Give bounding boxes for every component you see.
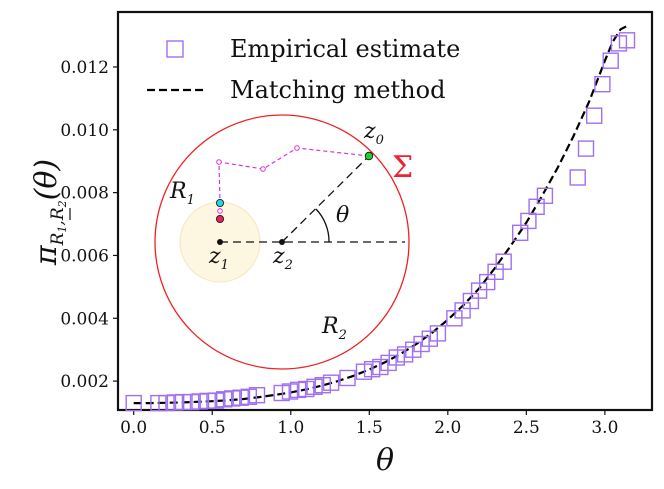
empirical-point: [248, 387, 266, 404]
empirical-point: [577, 140, 595, 157]
empirical-point: [273, 384, 290, 402]
svg-text:πR1,R2(θ): πR1,R2(θ): [29, 159, 69, 266]
z2-label: z2: [272, 244, 293, 273]
matching-method-line: [133, 25, 628, 405]
empirical-point: [594, 75, 611, 93]
empirical-point: [479, 273, 496, 291]
y-tick-label: 0.006: [60, 246, 109, 266]
R1-label: R1: [169, 179, 195, 208]
y-axis-title: πR1,R2(θ): [29, 159, 71, 266]
x-tick-label: 3.0: [591, 418, 618, 438]
empirical-point: [314, 377, 331, 394]
empirical-point: [363, 361, 381, 378]
walk-node: [216, 159, 222, 165]
x-tick-label: 1.0: [277, 418, 304, 438]
empirical-point: [528, 198, 545, 216]
sigma-label: Σ: [392, 150, 413, 185]
random-walk-path: [218, 147, 370, 219]
empirical-point: [454, 302, 471, 319]
empirical-point: [618, 32, 636, 49]
z1-point: [217, 239, 223, 245]
walk-node: [294, 145, 300, 151]
empirical-point: [405, 341, 422, 358]
empirical-point: [536, 187, 554, 205]
inset-diagram: z0 z1 z2 R1 R2 θ Σ: [154, 114, 413, 370]
empirical-point: [182, 393, 200, 411]
x-tick-label: 0.0: [120, 418, 147, 438]
radius-line-z2-z0: [281, 155, 370, 243]
x-tick-label: 2.5: [513, 418, 540, 438]
start-point: [215, 198, 224, 207]
R2-label: R2: [321, 314, 347, 343]
y-tick-label: 0.004: [60, 309, 109, 329]
outer-circle: [154, 114, 410, 370]
x-tick-label: 2.0: [434, 418, 461, 438]
y-axis-title-base: π: [29, 244, 64, 266]
empirical-point: [158, 394, 175, 412]
legend-marker-empirical: [166, 40, 184, 58]
empirical-point: [602, 52, 619, 69]
walk-node: [217, 208, 223, 214]
empirical-point: [224, 390, 241, 407]
z0-label: z0: [363, 119, 384, 148]
x-tick-label: 0.5: [199, 418, 226, 438]
z2-point: [279, 239, 285, 245]
theta-label: θ: [336, 203, 349, 228]
y-axis-ticks: 0.002 0.004 0.006 0.008 0.010 0.012: [60, 58, 118, 392]
y-tick-label: 0.008: [60, 184, 109, 204]
x-axis-ticks: 0.0 0.5 1.0 1.5 2.0 2.5 3.0: [120, 410, 618, 438]
empirical-point: [495, 253, 512, 270]
empirical-point: [339, 369, 356, 387]
empirical-point: [322, 374, 340, 391]
plot-frame: [116, 10, 654, 412]
empirical-point: [569, 169, 586, 186]
theta-arc: [315, 208, 330, 243]
empirical-markers: [125, 32, 636, 412]
empirical-point: [199, 392, 216, 410]
y-tick-label: 0.010: [60, 121, 109, 141]
x-tick-label: 1.5: [356, 418, 383, 438]
empirical-point: [125, 394, 142, 412]
x-axis-title: θ: [376, 443, 394, 478]
legend: Empirical estimate Matching method: [147, 35, 460, 104]
legend-label-empirical: Empirical estimate: [230, 35, 460, 63]
empirical-point: [462, 292, 480, 310]
empirical-point: [512, 224, 529, 242]
legend-label-matching: Matching method: [230, 76, 445, 104]
empirical-point: [298, 380, 315, 398]
empirical-point: [586, 107, 603, 124]
empirical-point: [388, 349, 405, 366]
empirical-point: [429, 325, 447, 342]
z0-point: [364, 151, 374, 161]
y-tick-label: 0.002: [60, 372, 109, 392]
walk-node: [260, 166, 266, 172]
empirical-point: [372, 358, 389, 376]
z1-label: z1: [208, 244, 229, 273]
y-tick-label: 0.012: [60, 58, 109, 78]
end-point: [215, 214, 224, 223]
